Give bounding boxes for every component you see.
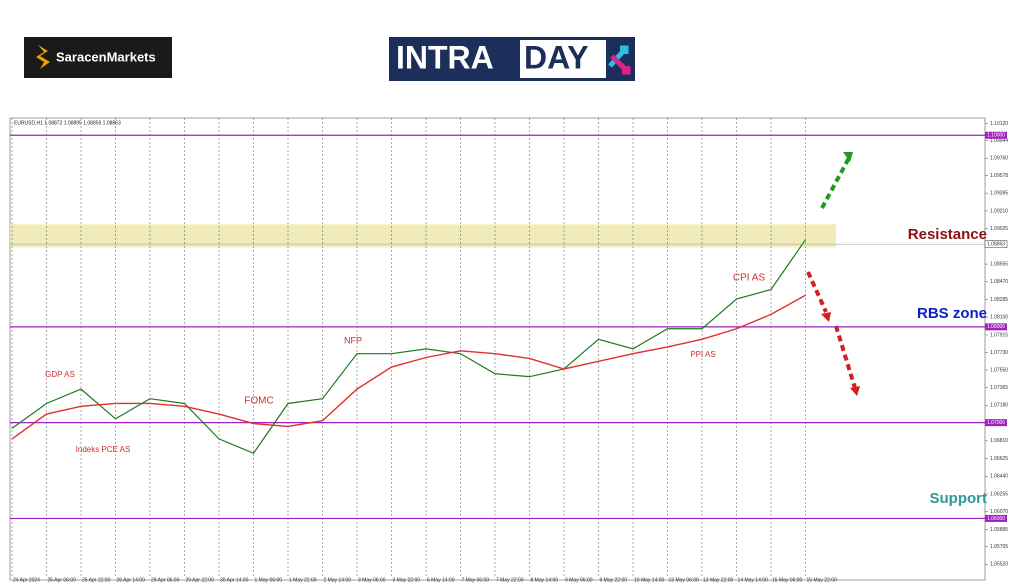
x-tick-label: 30 Apr 14:00	[220, 577, 249, 583]
arrow-down	[806, 271, 828, 313]
chart-title: EURUSD,H1 1.08872 1.08895 1.08859 1.0886…	[14, 120, 121, 126]
y-tick-label: 1.09944	[990, 138, 1008, 144]
side-label: RBS zone	[917, 305, 987, 322]
level-label: 1.10000	[987, 133, 1005, 139]
x-tick-label: 25 Apr 06:00	[48, 577, 77, 583]
annotation: PPI AS	[690, 350, 715, 359]
x-tick-label: 3 May 06:00	[358, 577, 386, 583]
y-tick-label: 1.09210	[990, 208, 1008, 214]
x-tick-label: 24 Apr 2024	[13, 577, 40, 583]
y-tick-label: 1.07550	[990, 367, 1008, 373]
level-tag	[985, 419, 1007, 427]
level-label: 1.08000	[987, 324, 1005, 330]
current-price-label: 1.08863	[987, 241, 1005, 247]
y-tick-label: 1.05520	[990, 562, 1008, 568]
level-tag	[985, 131, 1007, 139]
y-tick-label: 1.10120	[990, 121, 1008, 127]
side-label: Support	[930, 490, 988, 507]
logo-box	[520, 40, 606, 78]
x-tick-label: 1 May 06:00	[255, 577, 283, 583]
x-tick-label: 15 May 06:00	[772, 577, 803, 583]
annotation: GDP AS	[45, 370, 75, 379]
x-tick-label: 10 May 14:00	[634, 577, 665, 583]
arrow-down	[834, 325, 857, 389]
y-tick-label: 1.06810	[990, 438, 1008, 444]
arrow-head	[821, 312, 831, 322]
plot-frame	[9, 117, 986, 581]
broker-logo	[24, 37, 172, 78]
y-tick-label: 1.07915	[990, 332, 1008, 338]
level-label: 1.06000	[987, 516, 1005, 522]
x-tick-label: 29 Apr 22:00	[186, 577, 215, 583]
y-tick-label: 1.05885	[990, 527, 1008, 533]
x-tick-label: 25 Apr 22:00	[82, 577, 111, 583]
y-tick-label: 1.07180	[990, 403, 1008, 409]
series-line	[11, 294, 806, 440]
x-tick-label: 7 May 22:00	[496, 577, 524, 583]
y-tick-label: 1.09395	[990, 191, 1008, 197]
level-label: 1.07000	[987, 420, 1005, 426]
arrow-up	[820, 155, 852, 209]
y-tick-label: 1.09760	[990, 156, 1008, 162]
y-tick-label: 1.09578	[990, 173, 1008, 179]
x-tick-label: 9 May 22:00	[600, 577, 628, 583]
broker-name: SaracenMarkets	[56, 49, 156, 64]
x-tick-label: 6 May 14:00	[427, 577, 455, 583]
level-tag	[985, 514, 1007, 522]
annotation: NFP	[344, 335, 362, 345]
x-tick-label: 8 May 14:00	[531, 577, 559, 583]
logo-left: INTRA	[396, 39, 494, 75]
x-tick-label: 2 May 14:00	[324, 577, 352, 583]
arrow-head	[850, 386, 860, 396]
series-line	[11, 239, 806, 455]
logo-arrow-up	[608, 45, 629, 68]
x-tick-label: 3 May 22:00	[393, 577, 421, 583]
y-tick-label: 1.08100	[990, 315, 1008, 321]
y-tick-label: 1.08285	[990, 297, 1008, 303]
level-tag	[985, 323, 1007, 331]
annotation: Indeks PCE AS	[76, 445, 131, 454]
y-tick-label: 1.07730	[990, 350, 1008, 356]
logo-right: DAY	[524, 39, 589, 75]
annotation: CPI AS	[733, 273, 766, 284]
resistance-zone	[10, 224, 836, 248]
y-tick-label: 1.08655	[990, 261, 1008, 267]
y-tick-label: 1.07365	[990, 385, 1008, 391]
y-tick-label: 1.08470	[990, 279, 1008, 285]
x-tick-label: 1 May 22:00	[289, 577, 317, 583]
x-tick-label: 26 Apr 14:00	[117, 577, 146, 583]
y-tick-label: 1.06625	[990, 456, 1008, 462]
y-tick-label: 1.06440	[990, 474, 1008, 480]
arrow-head	[843, 152, 853, 162]
side-label: Resistance	[908, 226, 987, 243]
x-tick-label: 15 May 22:00	[807, 577, 838, 583]
price-tag	[984, 240, 1008, 248]
x-tick-label: 13 May 22:00	[703, 577, 734, 583]
y-tick-label: 1.09025	[990, 226, 1008, 232]
x-tick-label: 9 May 06:00	[565, 577, 593, 583]
logo-icon	[36, 45, 50, 69]
y-tick-label: 1.05705	[990, 544, 1008, 550]
x-tick-label: 7 May 06:00	[462, 577, 490, 583]
annotation: FOMC	[244, 396, 273, 407]
y-tick-label: 1.06255	[990, 491, 1008, 497]
logo-arrow-down	[610, 54, 631, 75]
y-tick-label: 1.06070	[990, 509, 1008, 515]
x-tick-label: 29 Apr 06:00	[151, 577, 180, 583]
x-tick-label: 13 May 06:00	[669, 577, 700, 583]
x-tick-label: 14 May 14:00	[738, 577, 769, 583]
